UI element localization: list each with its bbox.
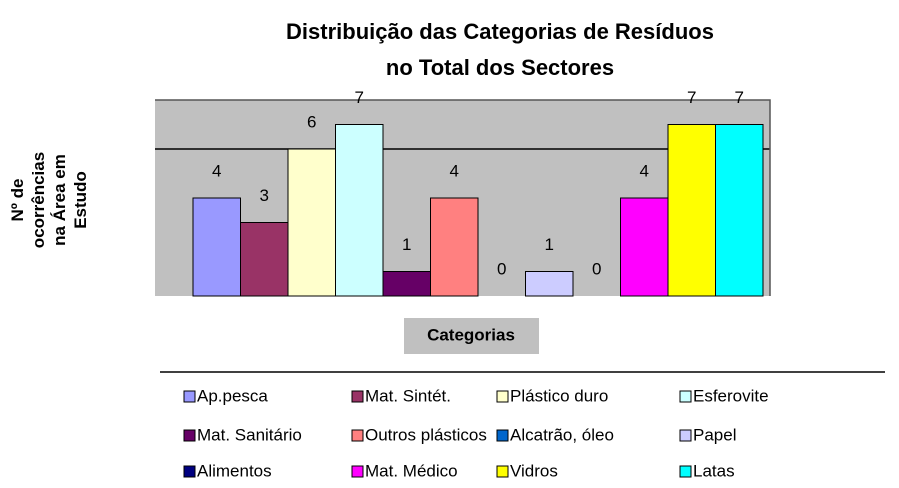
data-label: 4 [212, 161, 221, 180]
y-axis-label: Nº de ocorrências na Área em Estudo [8, 152, 90, 248]
y-axis-label-line: na Área em [50, 154, 69, 246]
bar [430, 197, 479, 297]
legend-label: Mat. Médico [365, 461, 458, 480]
legend-label: Outros plásticos [365, 425, 487, 444]
legend-swatch [679, 390, 692, 403]
legend-swatch [496, 390, 509, 403]
bar [335, 124, 384, 297]
legend-swatch [351, 429, 364, 442]
x-label-box [404, 318, 539, 354]
legend-label: Latas [693, 461, 735, 480]
legend-swatch [351, 390, 364, 403]
data-label: 7 [687, 88, 696, 107]
legend-label: Mat. Sanitário [197, 425, 302, 444]
bar [382, 271, 431, 297]
legend-swatch [679, 465, 692, 478]
bar [525, 271, 574, 297]
x-axis-label: Categorias [427, 325, 515, 344]
legend-label: Ap.pesca [197, 386, 268, 405]
data-label: 7 [355, 88, 364, 107]
y-axis-label-line: Nº de [8, 178, 27, 221]
legend-swatch [183, 429, 196, 442]
data-label: 1 [402, 235, 411, 254]
chart-title: Distribuição das Categorias de Resíduos [286, 19, 714, 44]
legend-label: Alcatrão, óleo [510, 425, 614, 444]
data-label: 1 [545, 235, 554, 254]
legend-swatch [183, 390, 196, 403]
legend-label: Papel [693, 425, 736, 444]
bar [287, 148, 336, 297]
data-label: 6 [307, 112, 316, 131]
legend-swatch [496, 429, 509, 442]
chart-title: no Total dos Sectores [386, 55, 614, 80]
plot-border [155, 99, 771, 296]
bar [667, 124, 716, 297]
data-label: 4 [450, 161, 459, 180]
data-label: 3 [260, 186, 269, 205]
legend-label: Alimentos [197, 461, 272, 480]
bar [240, 222, 289, 297]
data-label: 4 [640, 161, 649, 180]
legend-label: Vidros [510, 461, 558, 480]
data-label: 0 [497, 259, 506, 278]
bar [715, 124, 764, 297]
legend-swatch [496, 465, 509, 478]
y-axis-label-line: Estudo [71, 171, 90, 229]
bar [620, 197, 669, 297]
legend-label: Mat. Sintét. [365, 386, 451, 405]
y-axis-label-line: ocorrências [29, 152, 48, 248]
bar [192, 197, 241, 297]
legend-label: Esferovite [693, 386, 769, 405]
legend-label: Plástico duro [510, 386, 608, 405]
legend-swatch [679, 429, 692, 442]
legend-swatch [183, 465, 196, 478]
data-label: 7 [735, 88, 744, 107]
legend-swatch [351, 465, 364, 478]
data-label: 0 [592, 259, 601, 278]
